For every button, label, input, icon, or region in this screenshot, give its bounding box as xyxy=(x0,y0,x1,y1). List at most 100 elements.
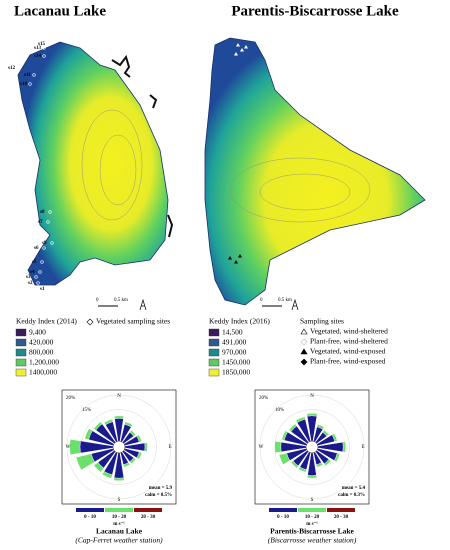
site-marker xyxy=(34,275,38,279)
site-marker xyxy=(48,210,52,214)
rose-calm-label: calm = 0.3% xyxy=(338,493,365,498)
legend-symbol xyxy=(300,338,308,346)
rose-calm-label: calm = 0.5% xyxy=(145,493,172,498)
direction-label: S xyxy=(311,498,314,503)
site-label: s2 xyxy=(28,281,33,286)
unit-label: m s⁻¹ xyxy=(113,521,125,527)
legend-label: 9,400 xyxy=(29,328,46,337)
direction-label: N xyxy=(117,394,121,399)
legend-label: Vegetated, wind-exposed xyxy=(310,347,386,356)
rose-mean: mean = 5.9 xyxy=(149,486,173,491)
legend-swatch xyxy=(15,348,27,357)
legend-swatch xyxy=(208,338,220,347)
legend-label: Plant-free, wind-exposed xyxy=(310,357,386,366)
rose-petal xyxy=(118,442,146,452)
site-marker xyxy=(228,256,232,260)
legend-label: 14,500 xyxy=(222,328,243,337)
site-label: s13 xyxy=(34,46,41,51)
site-marker xyxy=(48,287,52,291)
scale-label: 0 xyxy=(96,298,99,303)
class-swatch xyxy=(298,508,326,512)
legend-title: Sampling sites xyxy=(300,317,344,326)
rose-petal xyxy=(90,446,120,463)
scale-label: 0.5 km xyxy=(278,298,292,303)
rose-station: (Biscarrosse weather station) xyxy=(268,536,357,545)
map-title: Parentis-Biscarrosse Lake xyxy=(231,3,399,19)
site-marker xyxy=(240,48,244,52)
legend-swatch xyxy=(15,328,27,337)
legend-label: Vegetated sampling sites xyxy=(96,317,170,326)
rose-petal xyxy=(114,418,124,448)
rose-title: Lacanau Lake xyxy=(96,527,143,536)
legend-symbol xyxy=(300,328,308,335)
rose-petal xyxy=(299,446,313,471)
legend-label: 491,000 xyxy=(222,338,247,347)
class-label: 10 - 20 xyxy=(305,515,320,520)
rose-ring xyxy=(66,394,172,500)
class-swatch xyxy=(269,508,297,512)
site-label: s11 xyxy=(24,73,31,78)
legend-swatch xyxy=(15,368,27,377)
legend-label: 800,000 xyxy=(29,348,54,357)
legend-title: Keddy Index (2016) xyxy=(209,317,270,326)
legend-swatch xyxy=(15,338,27,347)
site-marker xyxy=(40,260,44,264)
legend-label: 1850,000 xyxy=(222,368,250,377)
direction-label: N xyxy=(310,394,314,399)
direction-label: S xyxy=(118,498,121,503)
class-swatch xyxy=(327,508,355,512)
direction-label: W xyxy=(259,445,264,450)
rose-station: (Cap-Ferret weather station) xyxy=(75,536,163,545)
site-label: s15 xyxy=(38,42,45,47)
lake-parentis xyxy=(204,37,426,306)
rose-petal xyxy=(95,423,120,448)
site-label: s7 xyxy=(38,220,43,225)
site-marker xyxy=(38,270,42,274)
scale-label: 0.5 km xyxy=(114,298,128,303)
legend-swatch xyxy=(208,368,220,377)
site-marker xyxy=(42,46,46,50)
rose-petal xyxy=(307,446,317,476)
ring-label: 20% xyxy=(259,396,268,401)
legend-symbol xyxy=(300,348,308,355)
legend-label: 420,000 xyxy=(29,338,54,347)
legend-symbol xyxy=(86,318,94,326)
legend-swatch xyxy=(208,328,220,337)
site-marker xyxy=(28,82,32,86)
legend-swatch xyxy=(208,358,220,367)
site-label: s8 xyxy=(40,210,45,215)
scale-label: 0 xyxy=(260,298,263,303)
site-marker xyxy=(42,246,46,250)
site-marker xyxy=(36,281,40,285)
direction-label: E xyxy=(361,445,364,450)
scale-bar: 0 0.5 km 0 0.5 km xyxy=(96,298,299,311)
legend-swatch xyxy=(208,348,220,357)
site-label: s12 xyxy=(8,66,15,71)
site-marker xyxy=(238,254,242,258)
rose-petal xyxy=(311,446,338,461)
rose-petal xyxy=(105,421,120,448)
legend-label: 1450,000 xyxy=(222,358,250,367)
legend-label: 970,000 xyxy=(222,348,247,357)
class-label: 20 - 30 xyxy=(334,515,349,520)
site-marker xyxy=(234,260,238,264)
rose-calm xyxy=(112,440,126,454)
legend-label: Plant-free, wind-sheltered xyxy=(310,337,388,346)
legend-symbol xyxy=(300,358,308,366)
site-marker xyxy=(42,54,46,58)
site-marker xyxy=(46,42,50,46)
class-swatch xyxy=(105,508,133,512)
rose-calm xyxy=(305,440,319,454)
site-label: s14 xyxy=(34,54,41,59)
class-label: 10 - 20 xyxy=(112,515,127,520)
rose-petal xyxy=(311,441,344,453)
rose-petal xyxy=(79,440,120,454)
rose-petal xyxy=(97,446,120,469)
rose-ring xyxy=(259,394,365,500)
legend-label: 1,200,000 xyxy=(29,358,59,367)
site-marker xyxy=(234,52,238,56)
site-label: s3 xyxy=(26,275,31,280)
rose-mean: mean = 5.4 xyxy=(342,486,366,491)
rose-petal xyxy=(88,430,120,448)
